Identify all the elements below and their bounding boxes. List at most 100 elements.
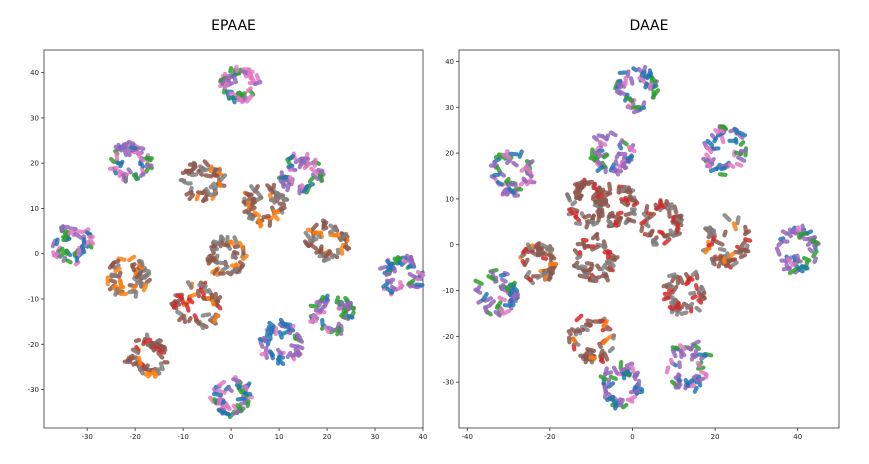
scatter-point: [142, 267, 151, 274]
scatter-point: [341, 306, 347, 315]
scatter-point: [569, 327, 578, 334]
scatter-point: [226, 73, 232, 83]
scatter-point: [625, 69, 631, 79]
scatter-point: [308, 303, 319, 309]
scatter-point: [673, 373, 682, 380]
scatter-point: [714, 239, 725, 247]
x-tick-label: 40: [419, 433, 428, 441]
scatter-point: [264, 328, 271, 339]
scatter-point: [184, 302, 191, 313]
scatter-point: [566, 329, 573, 337]
scatter-point: [243, 391, 253, 397]
scatter-point: [618, 360, 624, 371]
scatter-point: [73, 260, 81, 267]
scatter-point: [135, 280, 146, 286]
scatter-point: [232, 244, 241, 250]
scatter-point: [606, 218, 614, 227]
scatter-point: [706, 146, 714, 155]
scatter-point: [608, 162, 616, 173]
scatter-point: [508, 297, 516, 308]
scatter-point: [143, 370, 151, 377]
scatter-point: [109, 278, 118, 285]
scatter-point: [603, 370, 614, 376]
scatter-point: [595, 159, 603, 167]
scatter-point: [623, 195, 631, 206]
scatter-point: [332, 253, 340, 260]
scatter-point: [713, 128, 721, 135]
scatter-point: [617, 138, 625, 147]
scatter-point: [133, 337, 142, 343]
scatter-point: [733, 150, 744, 156]
scatter-point: [318, 247, 324, 255]
scatter-point: [590, 275, 598, 283]
scatter-point: [608, 130, 618, 138]
scatter-point: [678, 348, 687, 358]
scatter-point: [127, 254, 137, 263]
scatter-point: [778, 236, 786, 242]
scatter-point: [113, 266, 122, 274]
x-tick-label: 30: [371, 433, 380, 441]
scatter-point: [585, 347, 597, 353]
scatter-point: [692, 343, 702, 351]
scatter-point: [198, 287, 206, 297]
cluster-2: [588, 130, 637, 177]
scatter-point: [210, 299, 216, 307]
cluster-6: [50, 224, 96, 267]
scatter-point: [737, 130, 748, 138]
scatter-point: [326, 325, 336, 333]
scatter-point: [719, 166, 728, 172]
scatter-point: [601, 318, 609, 329]
scatter-point: [696, 365, 706, 371]
scatter-point: [584, 261, 594, 267]
scatter-point: [84, 230, 93, 237]
scatter-point: [650, 76, 658, 84]
scatter-point: [195, 190, 205, 196]
scatter-point: [144, 163, 154, 169]
scatter-point: [697, 290, 707, 300]
scatter-point: [629, 364, 636, 375]
scatter-point: [696, 298, 704, 305]
scatter-point: [302, 239, 311, 248]
scatter-point: [178, 177, 187, 183]
scatter-point: [245, 399, 251, 409]
scatter-point: [620, 366, 632, 372]
scatter-point: [647, 82, 653, 91]
scatter-point: [616, 216, 623, 228]
scatter-point: [278, 317, 287, 328]
scatter-point: [735, 244, 743, 251]
scatter-point: [175, 309, 184, 317]
scatter-point: [396, 283, 405, 291]
scatter-point: [799, 263, 810, 271]
scatter-point: [208, 164, 214, 174]
scatter-point: [216, 395, 223, 406]
scatter-point: [670, 348, 678, 359]
scatter-point: [481, 291, 489, 302]
cluster-10: [105, 254, 152, 299]
scatter-point: [659, 202, 666, 210]
scatter-point: [613, 219, 619, 228]
scatter-point: [499, 277, 508, 284]
scatter-point: [711, 234, 717, 242]
scatter-point: [576, 327, 586, 333]
scatter-point: [602, 385, 608, 394]
scatter-point: [307, 176, 315, 184]
cluster-11: [774, 223, 821, 276]
scatter-point: [662, 291, 672, 297]
scatter-point: [247, 71, 253, 81]
scatter-point: [310, 172, 320, 181]
scatter-point: [786, 231, 793, 239]
scatter-point: [228, 91, 237, 97]
scatter-point: [195, 288, 202, 299]
scatter-point: [662, 201, 668, 210]
scatter-point: [525, 177, 533, 187]
scatter-point: [690, 294, 698, 300]
scatter-point: [805, 229, 814, 236]
scatter-point: [208, 395, 216, 404]
scatter-point: [202, 286, 210, 294]
scatter-point: [604, 133, 611, 142]
scatter-point: [697, 352, 709, 358]
cluster-3: [488, 149, 537, 198]
scatter-point: [540, 242, 548, 249]
scatter-point: [672, 204, 679, 215]
scatter-point: [137, 145, 146, 151]
